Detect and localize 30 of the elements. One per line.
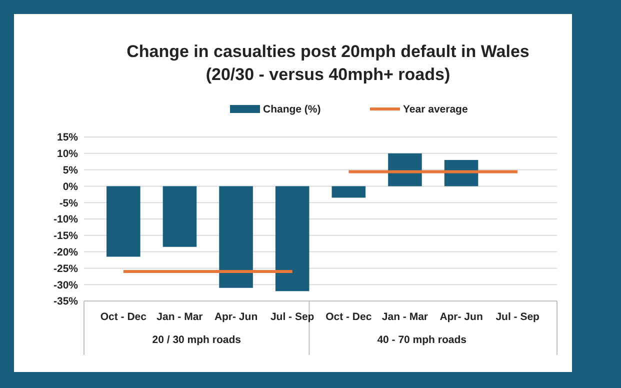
bar: [219, 186, 253, 288]
chart-title: Change in casualties post 20mph default in Wales: [126, 42, 530, 61]
y-tick-label: -5%: [59, 197, 79, 210]
y-tick-label: 5%: [62, 164, 79, 176]
text: 20 / 30 mph roads: [152, 334, 242, 346]
y-tick-label: 15%: [56, 132, 79, 144]
x-tick-label: Oct - Dec: [100, 311, 147, 323]
x-tick-label: Apr- Jun: [440, 311, 483, 323]
y-tick-label: -35%: [53, 296, 79, 308]
x-tick-label: Jan - Mar: [382, 311, 428, 323]
chart-subtitle: (20/30 - versus 40mph+ roads): [206, 65, 450, 84]
x-tick-label: Oct - Dec: [326, 311, 372, 323]
legend-label: Change (%): [263, 104, 321, 116]
y-tick-label: 10%: [56, 148, 79, 160]
x-tick-label: Apr- Jun: [214, 311, 258, 323]
legend-label: Year average: [403, 104, 468, 116]
y-tick-label: -25%: [53, 262, 79, 275]
bar: [162, 186, 197, 247]
y-tick-label: -15%: [53, 230, 79, 242]
bar: [275, 186, 310, 292]
y-tick-label: -10%: [53, 214, 79, 226]
x-tick-label: Jan - Mar: [156, 311, 203, 323]
x-tick-label: Jul - Sep: [270, 311, 314, 323]
bar: [106, 186, 140, 257]
text: 40 - 70 mph roads: [377, 334, 467, 346]
y-tick-label: -20%: [53, 246, 79, 258]
bar: [332, 186, 366, 198]
y-tick-label: 0%: [62, 180, 79, 193]
y-tick-label: -30%: [53, 279, 79, 292]
x-tick-label: Jul - Sep: [496, 311, 540, 323]
